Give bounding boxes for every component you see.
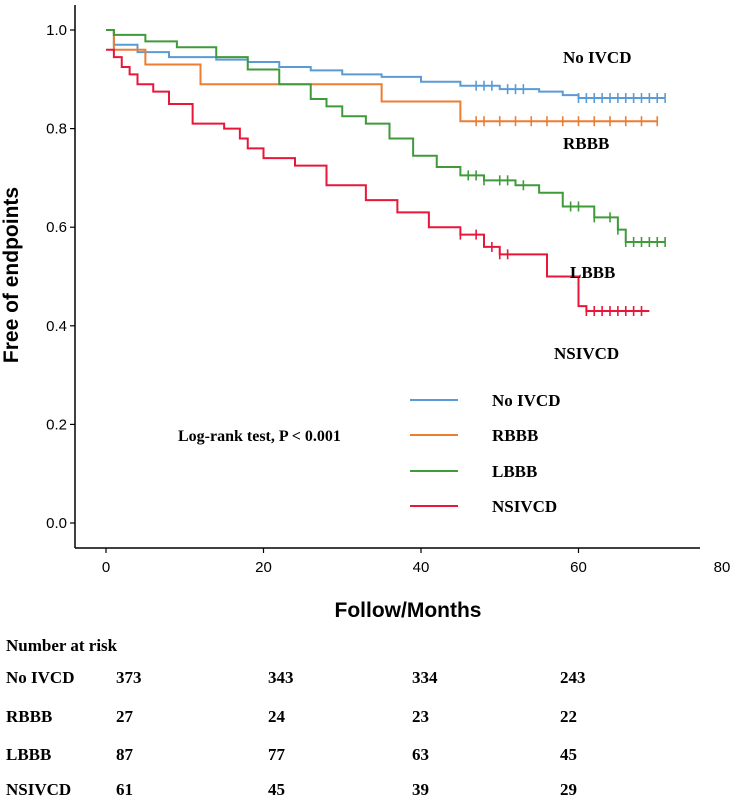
number-at-risk-table: Number at risk No IVCD 373 343 334 243 R…: [0, 636, 744, 804]
risk-row: RBBB 27 24 23 22: [0, 707, 744, 731]
y-tick-label: 0.4: [46, 318, 67, 335]
survival-curves: [106, 29, 666, 317]
legend-label: NSIVCD: [492, 497, 557, 516]
risk-value: 61: [116, 780, 133, 799]
series-group: [106, 29, 659, 127]
x-axis-title: Follow/Months: [335, 599, 482, 622]
risk-value: 343: [268, 668, 294, 687]
y-tick-label: 1.0: [46, 22, 67, 39]
risk-value: 29: [560, 780, 577, 799]
y-axis-ticks: 0.0 0.2 0.4 0.6 0.8 1.0: [46, 22, 75, 532]
axes: [74, 5, 700, 549]
y-tick-label: 0.2: [46, 416, 67, 433]
curve-label: RBBB: [563, 134, 609, 153]
curve-labels: No IVCD RBBB LBBB NSIVCD: [554, 48, 631, 363]
risk-value: 45: [560, 745, 577, 764]
legend-label: No IVCD: [492, 391, 560, 410]
y-tick-label: 0.0: [46, 515, 67, 532]
risk-table-title: Number at risk: [6, 636, 118, 655]
risk-row-label: LBBB: [6, 745, 52, 764]
x-tick-label: 60: [570, 559, 587, 576]
series-line: [106, 48, 650, 313]
risk-value: 23: [412, 707, 429, 726]
y-tick-label: 0.8: [46, 121, 67, 138]
risk-value: 24: [268, 707, 285, 726]
legend-label: RBBB: [492, 426, 538, 445]
series-line: [106, 29, 658, 123]
risk-value: 45: [268, 780, 285, 799]
risk-row: LBBB 87 77 63 45: [0, 745, 744, 769]
x-axis-ticks: 0 20 40 60 80: [102, 548, 731, 576]
y-axis-title: Free of endpoints: [0, 187, 23, 363]
curve-label: LBBB: [570, 263, 615, 282]
risk-row-label: NSIVCD: [6, 780, 72, 799]
risk-value: 77: [268, 745, 285, 764]
risk-row: No IVCD 373 343 334 243: [0, 668, 744, 692]
series-group: [106, 29, 666, 247]
risk-row: NSIVCD 61 45 39 29: [0, 780, 744, 804]
series-line: [106, 29, 666, 243]
risk-row-label: No IVCD: [6, 668, 75, 687]
risk-row-label: RBBB: [6, 707, 53, 726]
series-group: [106, 48, 650, 317]
series-line: [106, 29, 666, 100]
y-tick-label: 0.6: [46, 219, 67, 236]
km-chart: 0.0 0.2 0.4 0.6 0.8 1.0 0 20 40 60 80 No IVCD RBBB…: [0, 5, 731, 622]
curve-label: No IVCD: [563, 48, 631, 67]
series-group: [106, 29, 666, 104]
risk-value: 334: [412, 668, 438, 687]
risk-value: 39: [412, 780, 429, 799]
risk-value: 27: [116, 707, 133, 726]
risk-value: 22: [560, 707, 577, 726]
risk-value: 87: [116, 745, 133, 764]
x-tick-label: 80: [714, 559, 731, 576]
legend: No IVCD RBBB LBBB NSIVCD: [410, 391, 560, 516]
log-rank-annotation: Log-rank test, P < 0.001: [178, 428, 341, 445]
x-tick-label: 20: [255, 559, 272, 576]
legend-label: LBBB: [492, 462, 537, 481]
risk-value: 63: [412, 745, 429, 764]
risk-value: 373: [116, 668, 142, 687]
curve-label: NSIVCD: [554, 344, 619, 363]
x-tick-label: 40: [413, 559, 430, 576]
x-tick-label: 0: [102, 559, 110, 576]
risk-value: 243: [560, 668, 586, 687]
